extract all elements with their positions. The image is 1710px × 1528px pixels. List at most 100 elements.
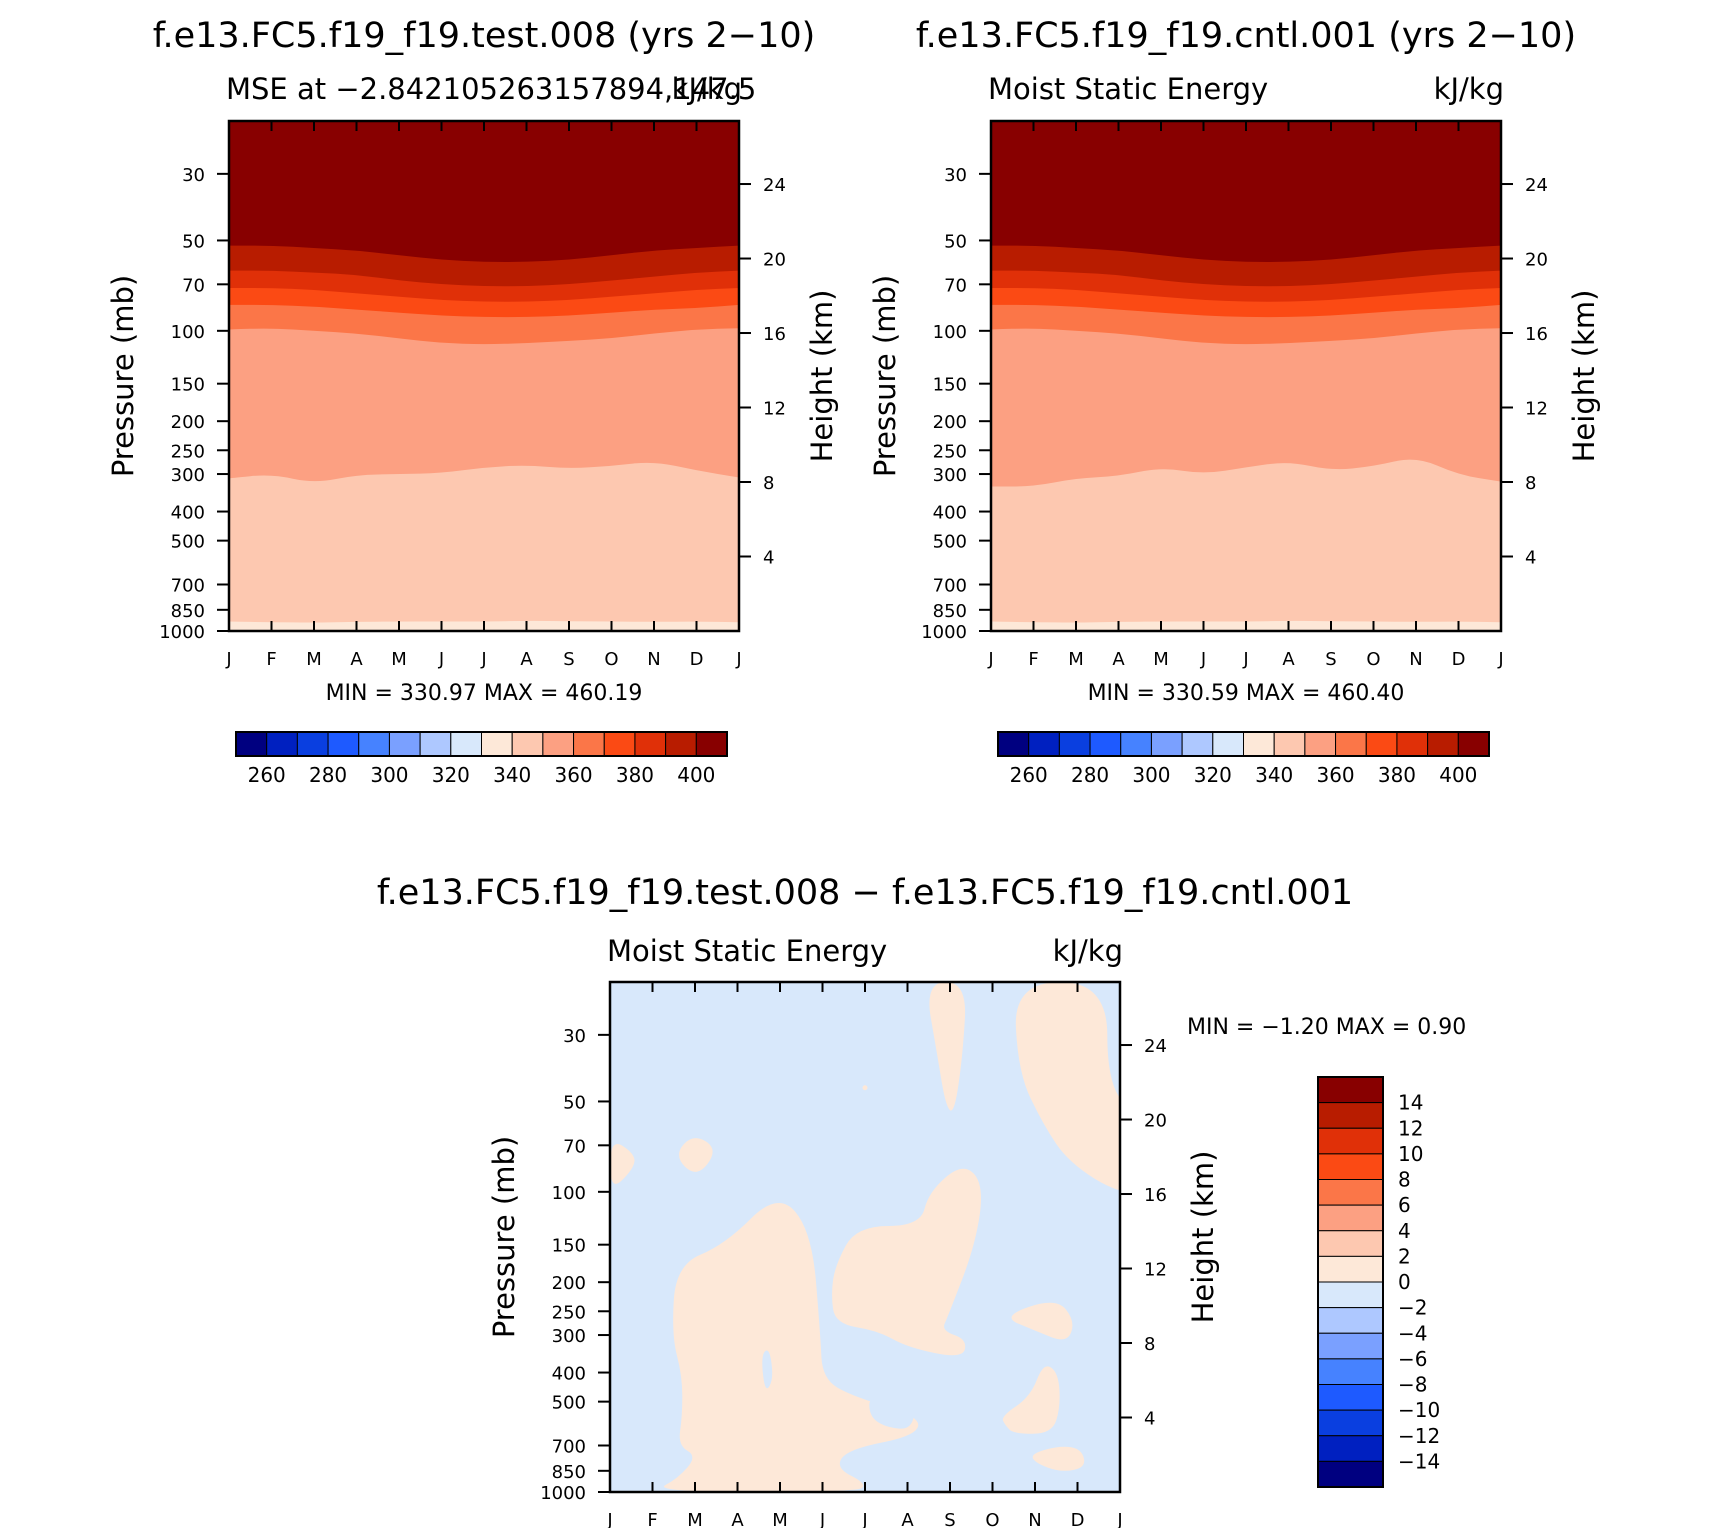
diff-region-mid-left bbox=[663, 1203, 919, 1492]
x-tick-label: D bbox=[1452, 649, 1466, 670]
y-tick-label: 30 bbox=[944, 165, 967, 186]
colorbar-box bbox=[1317, 1460, 1384, 1488]
x-tick-label: D bbox=[1071, 1510, 1085, 1528]
colorbar-label: 12 bbox=[1398, 1116, 1423, 1140]
y-tick-label: 50 bbox=[944, 231, 967, 252]
colorbar-box bbox=[1120, 731, 1152, 757]
y-right-tick-label: 4 bbox=[1525, 548, 1536, 569]
y-right-tick-label: 4 bbox=[763, 548, 774, 569]
colorbar-box bbox=[1317, 1358, 1384, 1385]
colorbar-label: 8 bbox=[1398, 1168, 1411, 1192]
colorbar-box bbox=[1150, 731, 1183, 757]
colorbar-box bbox=[1089, 731, 1122, 757]
x-tick-label: N bbox=[647, 649, 660, 670]
y-tick-label: 30 bbox=[563, 1026, 586, 1047]
x-tick-label: D bbox=[690, 649, 704, 670]
colorbar-box bbox=[1058, 731, 1091, 757]
y-tick-label: 500 bbox=[552, 1393, 586, 1414]
y-right-tick-label: 12 bbox=[1525, 399, 1548, 420]
colorbar-label: 280 bbox=[309, 763, 347, 787]
colorbar-label: −10 bbox=[1398, 1398, 1440, 1422]
y-tick-label: 850 bbox=[171, 601, 205, 622]
diff-region-mid-right bbox=[832, 1168, 981, 1356]
x-tick-label: J bbox=[1242, 649, 1248, 670]
x-tick-label: J bbox=[606, 1510, 612, 1528]
colorbar: 260 280 300 320 340 360 380 400 bbox=[997, 731, 1490, 787]
x-tick-label: M bbox=[687, 1510, 703, 1528]
y-axis-right-label: Height (km) bbox=[805, 290, 839, 463]
panel-subtitle: Moist Static Energy bbox=[988, 72, 1268, 106]
y-tick-label: 200 bbox=[552, 1273, 586, 1294]
x-tick-label: J bbox=[1200, 649, 1206, 670]
y-right-tick-label: 20 bbox=[1144, 1111, 1167, 1132]
y-tick-label: 300 bbox=[171, 465, 205, 486]
colorbar-label: 360 bbox=[554, 763, 592, 787]
colorbar-label: −2 bbox=[1398, 1296, 1427, 1320]
contour-fills bbox=[610, 982, 1120, 1492]
colorbar-frame bbox=[1317, 1076, 1384, 1488]
y-tick-label: 700 bbox=[552, 1437, 586, 1458]
x-tick-label: M bbox=[772, 1510, 788, 1528]
colorbar-label: 280 bbox=[1071, 763, 1109, 787]
y-tick-label: 250 bbox=[933, 441, 967, 462]
colorbar-box bbox=[1317, 1332, 1384, 1360]
diff-region-upper-sept bbox=[929, 982, 966, 1111]
y-tick-label: 70 bbox=[563, 1136, 586, 1157]
colorbar-box bbox=[327, 731, 360, 757]
colorbar-label: 300 bbox=[1132, 763, 1170, 787]
colorbar-box bbox=[695, 731, 728, 757]
colorbar-box bbox=[1396, 731, 1429, 757]
colorbar-label: 360 bbox=[1316, 763, 1354, 787]
x-tick-label: M bbox=[306, 649, 322, 670]
colorbar-label: 2 bbox=[1398, 1244, 1411, 1268]
x-tick-label: J bbox=[225, 649, 231, 670]
colorbar-box bbox=[1317, 1281, 1384, 1309]
colorbar-label: 340 bbox=[1255, 763, 1293, 787]
x-tick-label: F bbox=[1028, 649, 1038, 670]
colorbar-box bbox=[1304, 731, 1337, 757]
x-tick-label: A bbox=[520, 649, 533, 670]
y-right-tick-label: 24 bbox=[763, 175, 786, 196]
x-tick-label: A bbox=[1112, 649, 1125, 670]
x-tick-label: J bbox=[1116, 1510, 1122, 1528]
diff-region-left-edge bbox=[610, 1144, 635, 1184]
colorbar-box bbox=[1317, 1384, 1384, 1411]
colorbar-label: −4 bbox=[1398, 1321, 1427, 1345]
y-right-tick-label: 16 bbox=[1144, 1185, 1167, 1206]
colorbar-box bbox=[388, 731, 421, 757]
x-tick-label: N bbox=[1028, 1510, 1041, 1528]
diff-island-apr bbox=[762, 1350, 773, 1389]
colorbar-box bbox=[1317, 1307, 1384, 1334]
colorbar-box bbox=[603, 731, 636, 757]
colorbar-box bbox=[450, 731, 482, 757]
x-tick-label: M bbox=[1068, 649, 1084, 670]
y-tick-label: 100 bbox=[552, 1183, 586, 1204]
colorbar-label: −6 bbox=[1398, 1347, 1427, 1371]
colorbar-box bbox=[511, 731, 544, 757]
x-tick-label: A bbox=[350, 649, 363, 670]
diff-region-oct-upper bbox=[1011, 1302, 1073, 1340]
colorbar-label: 300 bbox=[370, 763, 408, 787]
colorbar-box bbox=[1317, 1153, 1384, 1180]
panel-test: f.e13.FC5.f19_f19.test.008 (yrs 2−10) MS… bbox=[106, 16, 839, 787]
x-tick-label: J bbox=[438, 649, 444, 670]
colorbar-box bbox=[1457, 731, 1490, 757]
min-max-readout: MIN = 330.97 MAX = 460.19 bbox=[326, 681, 643, 706]
y-tick-label: 850 bbox=[552, 1462, 586, 1483]
y-right-tick-label: 12 bbox=[763, 399, 786, 420]
panel-title: f.e13.FC5.f19_f19.test.008 − f.e13.FC5.f… bbox=[377, 873, 1353, 913]
x-tick-label: O bbox=[604, 649, 618, 670]
y-tick-label: 200 bbox=[933, 412, 967, 433]
min-max-readout: MIN = 330.59 MAX = 460.40 bbox=[1088, 681, 1405, 706]
height-axis: 24 20 16 12 8 4 bbox=[1501, 175, 1548, 569]
colorbar-box bbox=[235, 731, 268, 757]
contour-band-350 bbox=[991, 459, 1501, 631]
colorbar-box bbox=[1181, 731, 1214, 757]
panel-diff: f.e13.FC5.f19_f19.test.008 − f.e13.FC5.f… bbox=[377, 873, 1466, 1528]
contour-band-350 bbox=[229, 462, 739, 631]
colorbar-label: 320 bbox=[1194, 763, 1232, 787]
